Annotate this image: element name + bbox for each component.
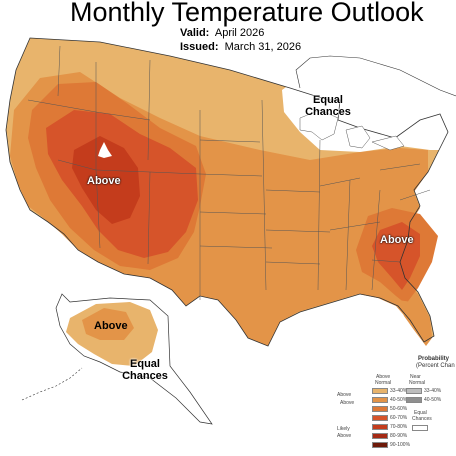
legend-equal-chances-line1: Equal: [414, 410, 427, 416]
label-above-southeast: Above: [380, 234, 414, 246]
probability-legend: Probability (Percent Chan Above Normal N…: [334, 354, 456, 456]
alaska-above-40-50-region: [82, 308, 134, 340]
legend-title-line1: Probability: [418, 356, 450, 362]
page-title: Monthly Temperature Outlook: [70, 0, 424, 27]
issued-label: Issued:: [180, 41, 219, 53]
state-boundaries: [27, 45, 431, 300]
swatch-near-40-50: [406, 397, 422, 403]
legend-near-header-line2: Normal: [409, 380, 426, 386]
issued-value: March 31, 2026: [224, 41, 302, 53]
great-lakes: [299, 109, 405, 151]
issued-line: Issued: March 31, 2026: [180, 41, 301, 53]
florida-region: [398, 300, 432, 346]
legend-above-value-3: 50-60%: [390, 406, 408, 412]
label-equal-chances-alaska: Equal Chances: [120, 358, 170, 382]
legend-near-value-1: 33-40%: [424, 388, 442, 394]
valid-line: Valid: April 2026: [180, 27, 264, 39]
west-above-70-80-region: [72, 136, 140, 224]
swatch-above-40-50: [372, 397, 388, 403]
legend-above-value-6: 80-90%: [390, 433, 408, 439]
legend-equal-chances-line2: Chances: [412, 416, 432, 422]
swatch-above-60-70: [372, 415, 388, 421]
equal-chances-ak-line2: Chances: [122, 370, 168, 382]
alaska-outline: [55, 293, 213, 425]
legend-above-value-2: 40-50%: [390, 397, 408, 403]
label-equal-chances-northeast: Equal Chances: [303, 94, 353, 118]
swatch-above-70-80: [372, 424, 388, 430]
legend-likely-above-top: Above: [337, 392, 352, 398]
white-spot: [98, 142, 112, 158]
legend-above-value-4: 60-70%: [390, 415, 408, 421]
label-above-alaska: Above: [94, 320, 128, 332]
swatch-near-33-40: [406, 388, 422, 394]
legend-near-header-line1: Near: [410, 374, 421, 380]
swatch-above-50-60: [372, 406, 388, 412]
legend-likely-label: Likely: [337, 426, 350, 432]
legend-title-line2: (Percent Chan: [416, 363, 455, 369]
legend-above-header-line2: Normal: [375, 380, 392, 386]
equal-chances-ak-line1: Equal: [130, 358, 160, 370]
swatch-equal-chances: [412, 425, 428, 431]
equal-chances-ne-line1: Equal: [313, 94, 343, 106]
legend-above-value-1: 33-40%: [390, 388, 408, 394]
legend-above-header-line1: Above: [376, 374, 391, 380]
swatch-above-90-100: [372, 442, 388, 448]
valid-label: Valid:: [180, 27, 210, 39]
legend-above-value-5: 70-80%: [390, 424, 408, 430]
aleutian-chain: [21, 367, 83, 401]
label-above-west: Above: [87, 175, 121, 187]
legend-likely-above-bottom: Above: [337, 433, 352, 439]
conus-outline: [5, 37, 449, 347]
legend-above-value-7: 90-100%: [390, 442, 411, 448]
valid-value: April 2026: [214, 27, 265, 39]
legend-near-value-2: 40-50%: [424, 397, 442, 403]
swatch-above-33-40: [372, 388, 388, 394]
canada-border-hint: [295, 55, 456, 97]
equal-chances-ne-line2: Chances: [305, 106, 351, 118]
legend-likely-above-top2: Above: [340, 400, 355, 406]
swatch-above-80-90: [372, 433, 388, 439]
